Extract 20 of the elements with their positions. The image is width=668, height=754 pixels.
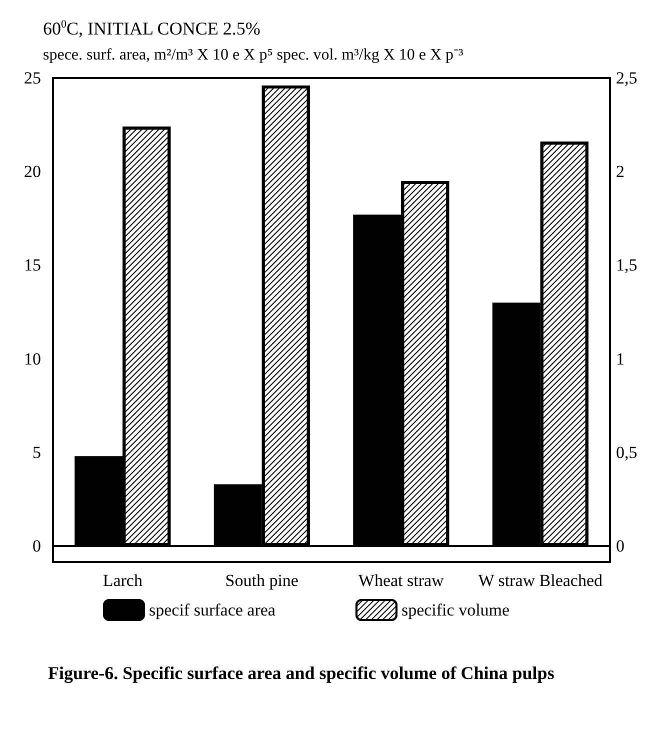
y-tick-label: 0 — [32, 536, 41, 556]
x-tick-label: W straw Bleached — [478, 571, 604, 590]
legend-label: specific volume — [401, 600, 510, 620]
y2-tick-label: 2 — [616, 162, 624, 182]
x-tick-label: South pine — [225, 571, 298, 590]
chart-subtitle: spece. surf. area, m²/m³ X 10 e X p⁵ spec. vol. m³/kg X 10 e X p⁻³ — [43, 46, 464, 64]
x-tick-label: Larch — [102, 571, 143, 590]
legend-label: specif surface area — [149, 600, 276, 620]
x-tick-label: Wheat straw — [358, 571, 445, 590]
y2-tick-label: 1 — [616, 349, 624, 368]
y2-tick-label: 0,5 — [616, 442, 638, 462]
y2-tick-label: 1,5 — [616, 256, 638, 275]
y-tick-label: 5 — [32, 442, 41, 462]
y2-tick-label: 2,5 — [616, 68, 638, 88]
y-tick-label: 15 — [24, 256, 41, 275]
text: Figure-6. Specific surface area and specific volume of China pulps — [48, 663, 554, 683]
y2-tick-label: 0 — [616, 536, 624, 556]
y-tick-label: 25 — [24, 68, 41, 88]
y-tick-label: 20 — [24, 162, 41, 182]
y-tick-label: 10 — [24, 349, 41, 368]
